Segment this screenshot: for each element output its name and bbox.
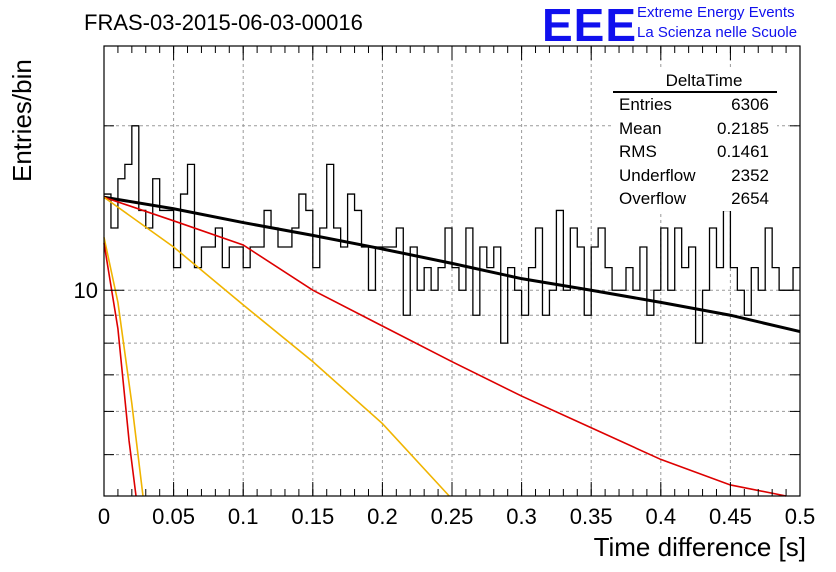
stats-label: Overflow: [619, 189, 687, 208]
eee-logo-text: Extreme Energy Events La Scienza nelle S…: [637, 3, 797, 43]
x-tick-label: 0: [98, 504, 110, 529]
chart-title: FRAS-03-2015-06-03-00016: [84, 10, 363, 35]
x-tick-label: 0.5: [785, 504, 816, 529]
stats-label: Entries: [619, 95, 672, 114]
x-tick-label: 0.25: [431, 504, 474, 529]
fit-curve: [103, 237, 144, 497]
fit-curve: [103, 242, 137, 497]
x-tick-label: 0.2: [367, 504, 398, 529]
x-tick-label: 0.3: [506, 504, 537, 529]
fit-curve: [103, 196, 787, 497]
plot-frame: [103, 45, 801, 497]
stats-label: RMS: [619, 142, 657, 161]
stats-value: 0.2185: [717, 118, 769, 138]
x-tick-label: 0.45: [709, 504, 752, 529]
y-axis-label: Entries/bin: [7, 59, 37, 182]
stats-value: 6306: [731, 95, 769, 114]
x-axis-label: Time difference [s]: [593, 532, 806, 562]
stats-box: DeltaTime Entries 6306 Mean 0.2185 RMS 0.14…: [613, 70, 777, 211]
x-tick-label: 0.35: [570, 504, 613, 529]
logo-line-1: Extreme Energy Events: [637, 4, 795, 21]
histogram-outline: [104, 125, 800, 344]
stats-row: Underflow 2352: [613, 164, 777, 188]
fit-layer: [103, 195, 801, 497]
x-tick-label: 0.4: [646, 504, 677, 529]
stats-title: DeltaTime: [613, 70, 777, 93]
stats-row: RMS 0.1461: [613, 140, 777, 164]
y-tick-label: 10: [74, 278, 98, 303]
stats-row: Overflow 2654: [613, 187, 777, 211]
grid-layer: [104, 46, 800, 496]
stats-row: Entries 6306: [613, 93, 777, 117]
eee-logo-mark: EEE: [542, 0, 638, 51]
fit-curve: [103, 195, 801, 334]
histogram-layer: [104, 125, 800, 344]
axes-layer: 0 0.05 0.1 0.15 0.2 0.25 0.3 0.35 0.4 0.45 0.5 10: [74, 45, 816, 529]
fit-curve: [103, 196, 450, 497]
stats-label: Mean: [619, 118, 662, 138]
x-tick-label: 0.15: [291, 504, 334, 529]
x-tick-label: 0.05: [152, 504, 195, 529]
x-tick-label: 0.1: [228, 504, 259, 529]
stats-value: 2654: [731, 189, 769, 208]
logo-line-2: La Scienza nelle Scuole: [637, 24, 798, 41]
stats-value: 2352: [731, 165, 769, 185]
stats-value: 0.1461: [717, 142, 769, 161]
stats-label: Underflow: [619, 165, 696, 185]
stats-row: Mean 0.2185: [613, 117, 777, 141]
